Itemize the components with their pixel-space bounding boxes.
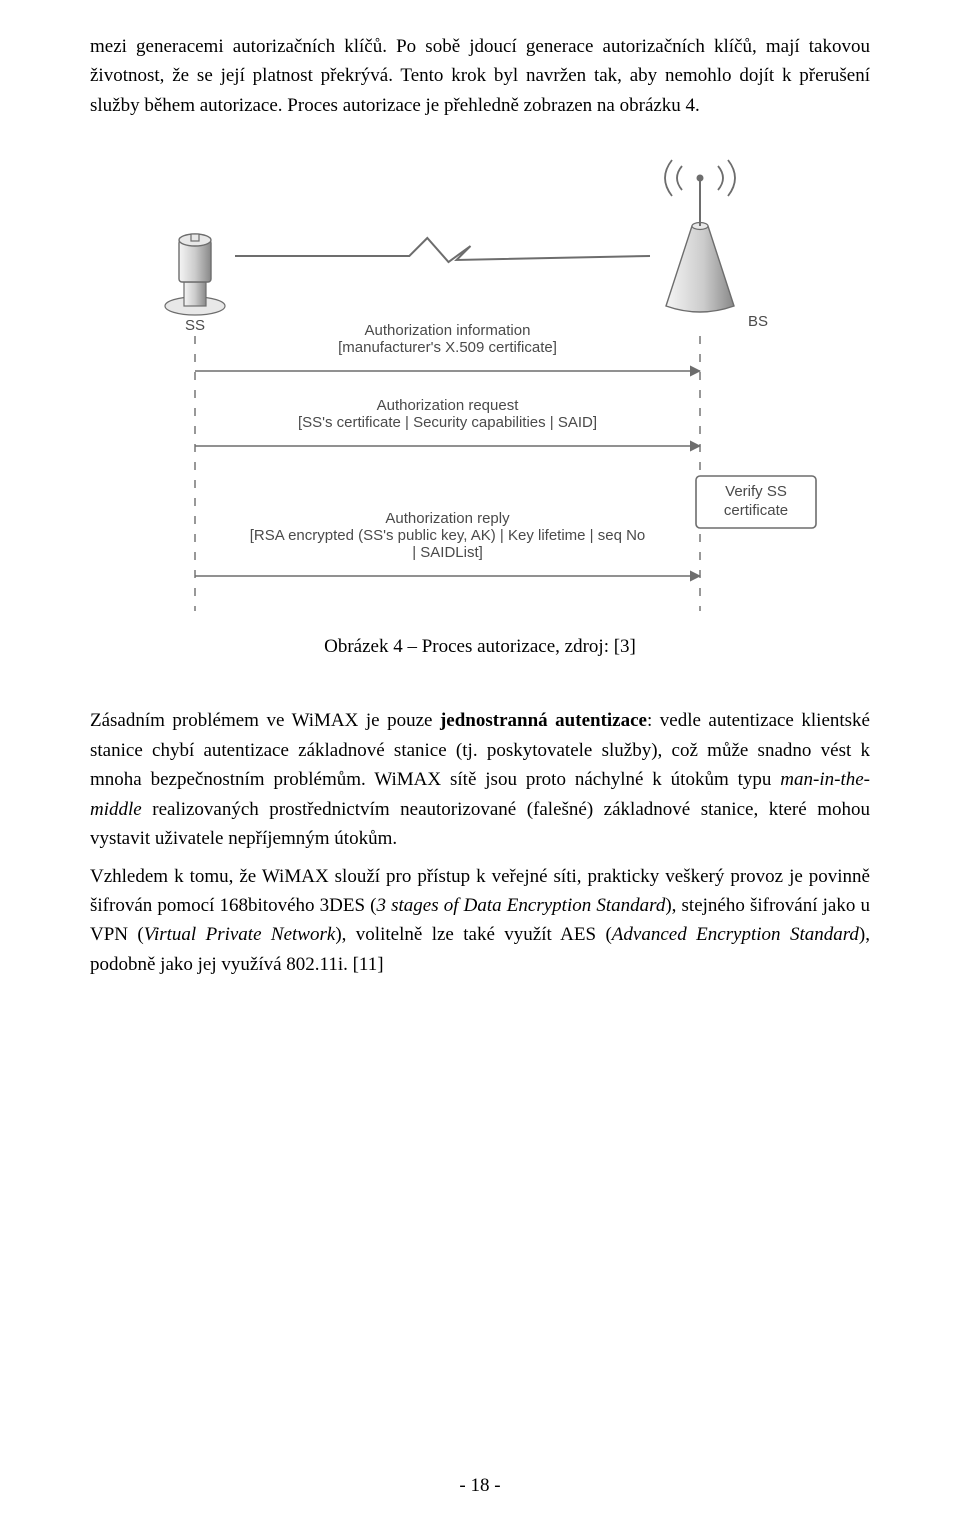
paragraph-3: Vzhledem k tomu, že WiMAX slouží pro pří… [90,862,870,980]
svg-text:[SS's certificate | Security c: [SS's certificate | Security capabilitie… [298,414,597,431]
svg-text:SS: SS [185,317,205,334]
p3-mid2: ), volitelně lze také využít AES ( [335,924,611,945]
svg-text:Authorization reply: Authorization reply [385,510,510,527]
authorization-diagram-svg: SS BS Authorization information[manufactur… [110,156,850,616]
p3-italic-2: Virtual Private Network [144,924,336,945]
wireless-link-icon [235,238,650,262]
ss-device-icon [165,234,225,315]
svg-text:certificate: certificate [724,502,788,519]
page: mezi generacemi autorizačních klíčů. Po … [0,0,960,1535]
paragraph-2: Zásadním problémem ve WiMAX je pouze jed… [90,706,870,853]
p2-text-post2: realizovaných prostřednictvím neautorizo… [90,799,870,849]
svg-text:Authorization request: Authorization request [377,397,520,414]
bs-device-icon [665,160,735,312]
svg-text:[manufacturer's X.509 certific: [manufacturer's X.509 certificate] [338,339,557,356]
p2-bold: jednostranná autentizace [440,710,647,731]
svg-text:BS: BS [748,313,768,330]
authorization-diagram: SS BS Authorization information[manufactur… [90,156,870,616]
page-number: - 18 - [0,1475,960,1497]
svg-text:Verify SS: Verify SS [725,483,787,500]
svg-text:| SAIDList]: | SAIDList] [412,544,483,561]
p3-italic-3: Advanced Encryption Standard [612,924,859,945]
p3-italic-1: 3 stages of Data Encryption Standard [377,895,666,916]
figure-caption: Obrázek 4 – Proces autorizace, zdroj: [3… [90,636,870,658]
p2-text-pre: Zásadním problémem ve WiMAX je pouze [90,710,440,731]
svg-text:Authorization information: Authorization information [365,322,531,339]
svg-text:[RSA encrypted (SS's public ke: [RSA encrypted (SS's public key, AK) | K… [250,527,646,544]
paragraph-1: mezi generacemi autorizačních klíčů. Po … [90,32,870,120]
